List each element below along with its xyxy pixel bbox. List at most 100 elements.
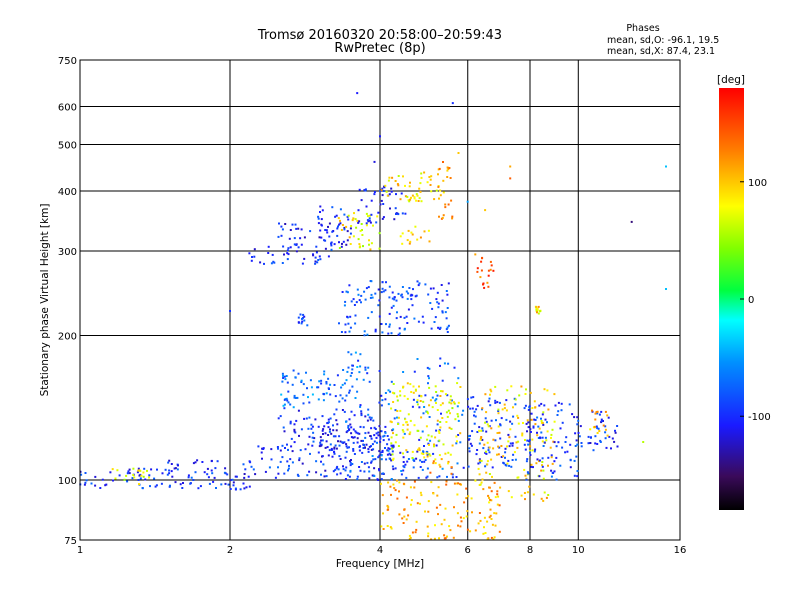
scatter-point — [332, 429, 335, 432]
scatter-point — [614, 431, 617, 434]
scatter-point — [293, 441, 296, 444]
scatter-point — [463, 501, 466, 504]
scatter-point — [352, 217, 355, 220]
scatter-point — [605, 446, 608, 449]
scatter-point — [374, 328, 377, 331]
scatter-point — [482, 447, 485, 450]
scatter-point — [410, 503, 412, 506]
scatter-point — [128, 468, 131, 471]
scatter-point — [203, 471, 206, 474]
scatter-point — [427, 293, 430, 296]
scatter-point — [529, 428, 532, 431]
scatter-point — [530, 412, 533, 415]
scatter-point — [370, 460, 373, 463]
scatter-point — [234, 488, 237, 491]
scatter-point — [371, 455, 374, 457]
scatter-point — [319, 436, 322, 439]
scatter-point — [573, 474, 576, 477]
scatter-point — [355, 431, 358, 434]
x-tick-label: 2 — [227, 545, 233, 556]
scatter-point — [553, 470, 556, 473]
scatter-point — [389, 485, 392, 488]
scatter-point — [390, 306, 393, 309]
scatter-point — [341, 224, 344, 226]
scatter-point — [139, 477, 142, 480]
scatter-point — [400, 294, 403, 297]
scatter-point — [573, 416, 576, 419]
scatter-point — [391, 450, 394, 453]
scatter-point — [433, 198, 436, 201]
scatter-point — [318, 445, 321, 448]
scatter-point — [310, 427, 313, 430]
scatter-point — [323, 475, 326, 478]
scatter-point — [399, 409, 402, 412]
scatter-point — [426, 181, 429, 184]
scatter-point — [341, 383, 344, 386]
x-tick-label: 1 — [77, 545, 83, 556]
scatter-point — [419, 466, 422, 468]
scatter-point — [541, 457, 544, 460]
scatter-point — [368, 470, 371, 473]
scatter-point — [270, 458, 273, 461]
scatter-point — [604, 437, 607, 440]
scatter-point — [547, 494, 550, 496]
scatter-point — [467, 405, 470, 408]
y-tick-label: 300 — [58, 247, 77, 258]
scatter-point — [382, 512, 384, 515]
scatter-point — [398, 332, 401, 335]
scatter-point — [111, 468, 114, 471]
scatter-point — [481, 256, 484, 259]
scatter-point — [387, 332, 390, 335]
scatter-point — [465, 487, 468, 490]
scatter-point — [378, 299, 381, 302]
scatter-point — [392, 428, 395, 431]
scatter-point — [347, 218, 350, 221]
scatter-point — [474, 529, 477, 532]
scatter-point — [289, 422, 292, 425]
scatter-point — [446, 415, 449, 418]
scatter-point — [388, 285, 391, 288]
scatter-point — [394, 467, 397, 470]
scatter-point — [413, 424, 416, 427]
scatter-point — [432, 452, 435, 455]
scatter-point — [367, 450, 370, 453]
scatter-point — [547, 456, 550, 459]
scatter-point — [525, 422, 528, 425]
scatter-point — [412, 398, 415, 401]
scatter-point — [302, 383, 305, 386]
scatter-point — [422, 453, 425, 455]
scatter-point — [289, 458, 292, 461]
scatter-point — [402, 371, 405, 373]
scatter-point — [508, 436, 511, 439]
scatter-point — [445, 483, 448, 486]
scatter-point — [414, 388, 417, 391]
scatter-point — [490, 264, 493, 267]
scatter-point — [505, 464, 508, 467]
scatter-point — [387, 506, 390, 509]
scatter-point — [489, 388, 492, 391]
scatter-point — [497, 410, 500, 412]
scatter-point — [534, 406, 537, 409]
scatter-point — [252, 468, 255, 471]
scatter-point — [435, 429, 438, 432]
scatter-point — [604, 431, 607, 434]
scatter-point — [387, 447, 390, 450]
scatter-point — [426, 467, 429, 470]
scatter-point — [329, 428, 331, 431]
scatter-point — [589, 428, 592, 431]
scatter-point — [536, 307, 539, 310]
scatter-point — [446, 307, 449, 309]
scatter-point — [281, 444, 284, 447]
scatter-point — [325, 392, 328, 395]
scatter-point — [211, 472, 214, 475]
scatter-point — [498, 401, 501, 404]
scatter-point — [224, 467, 227, 470]
scatter-point — [363, 290, 366, 293]
scatter-point — [223, 471, 226, 474]
scatter-point — [470, 396, 473, 399]
scatter-point — [299, 313, 302, 316]
scatter-point — [394, 489, 397, 492]
scatter-point — [445, 535, 448, 538]
scatter-point — [398, 327, 401, 330]
scatter-point — [407, 514, 410, 517]
